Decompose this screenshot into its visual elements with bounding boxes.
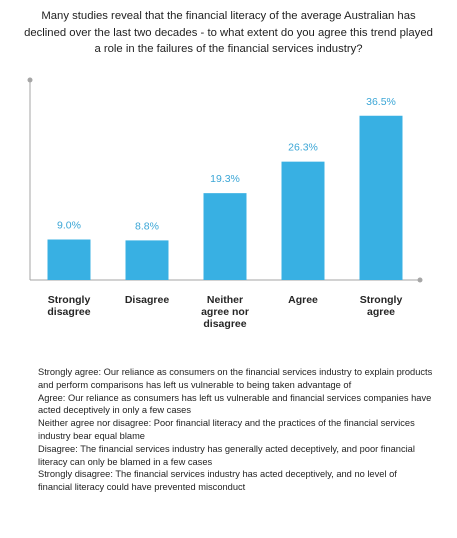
category-label-4-1: agree (367, 306, 395, 318)
category-label-2-2: disagree (203, 318, 246, 330)
data-label-4: 36.5% (366, 96, 396, 108)
response-definitions: Strongly agree: Our reliance as consumer… (38, 366, 433, 494)
bar-0 (47, 239, 91, 280)
bar-1 (125, 240, 169, 280)
definition-4: Strongly disagree: The financial service… (38, 469, 397, 493)
bar-4 (359, 115, 403, 280)
definition-2: Neither agree nor disagree: Poor financi… (38, 418, 415, 441)
data-label-0: 9.0% (57, 220, 81, 232)
definition-1: Agree: Our reliance as consumers has lef… (38, 392, 432, 416)
category-label-2-0: Neither (207, 294, 243, 306)
category-label-3-0: Agree (288, 294, 318, 306)
category-label-1-0: Disagree (125, 294, 170, 306)
bar-2 (203, 193, 247, 280)
x-axis-end-dot (417, 277, 423, 283)
category-label-0-0: Strongly (48, 294, 91, 306)
y-axis-end-dot (27, 77, 33, 83)
data-label-1: 8.8% (135, 220, 159, 232)
category-label-4-0: Strongly (360, 294, 403, 306)
data-label-3: 26.3% (288, 142, 318, 154)
chart-title: Many studies reveal that the financial l… (24, 10, 433, 55)
bar-chart: 9.0%Stronglydisagree8.8%Disagree19.3%Nei… (27, 77, 423, 330)
category-label-0-1: disagree (47, 306, 90, 318)
category-label-2-1: agree nor (201, 306, 249, 318)
definition-0: Strongly agree: Our reliance as consumer… (38, 367, 433, 390)
data-label-2: 19.3% (210, 173, 240, 185)
bar-3 (281, 161, 325, 280)
definition-3: Disagree: The financial services industr… (38, 443, 415, 467)
